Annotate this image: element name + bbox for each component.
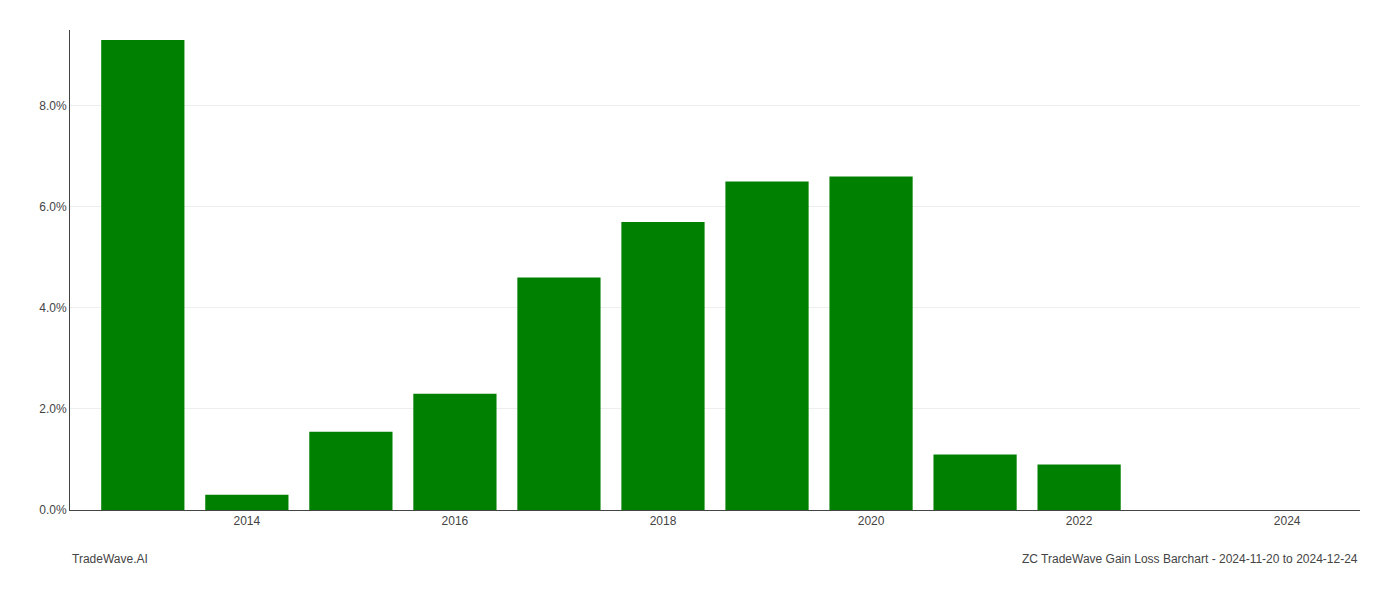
svg-text:2022: 2022: [1066, 514, 1093, 528]
svg-text:6.0%: 6.0%: [39, 200, 67, 214]
svg-text:2016: 2016: [442, 514, 469, 528]
svg-text:2018: 2018: [650, 514, 677, 528]
svg-text:0.0%: 0.0%: [39, 503, 67, 517]
svg-text:8.0%: 8.0%: [39, 99, 67, 113]
svg-text:TradeWave.AI: TradeWave.AI: [72, 552, 148, 566]
svg-text:2024: 2024: [1274, 514, 1301, 528]
svg-text:2020: 2020: [858, 514, 885, 528]
svg-text:4.0%: 4.0%: [39, 301, 67, 315]
svg-text:2.0%: 2.0%: [39, 402, 67, 416]
svg-text:2014: 2014: [233, 514, 260, 528]
svg-text:ZC TradeWave Gain Loss Barchar: ZC TradeWave Gain Loss Barchart - 2024-1…: [1022, 552, 1358, 566]
